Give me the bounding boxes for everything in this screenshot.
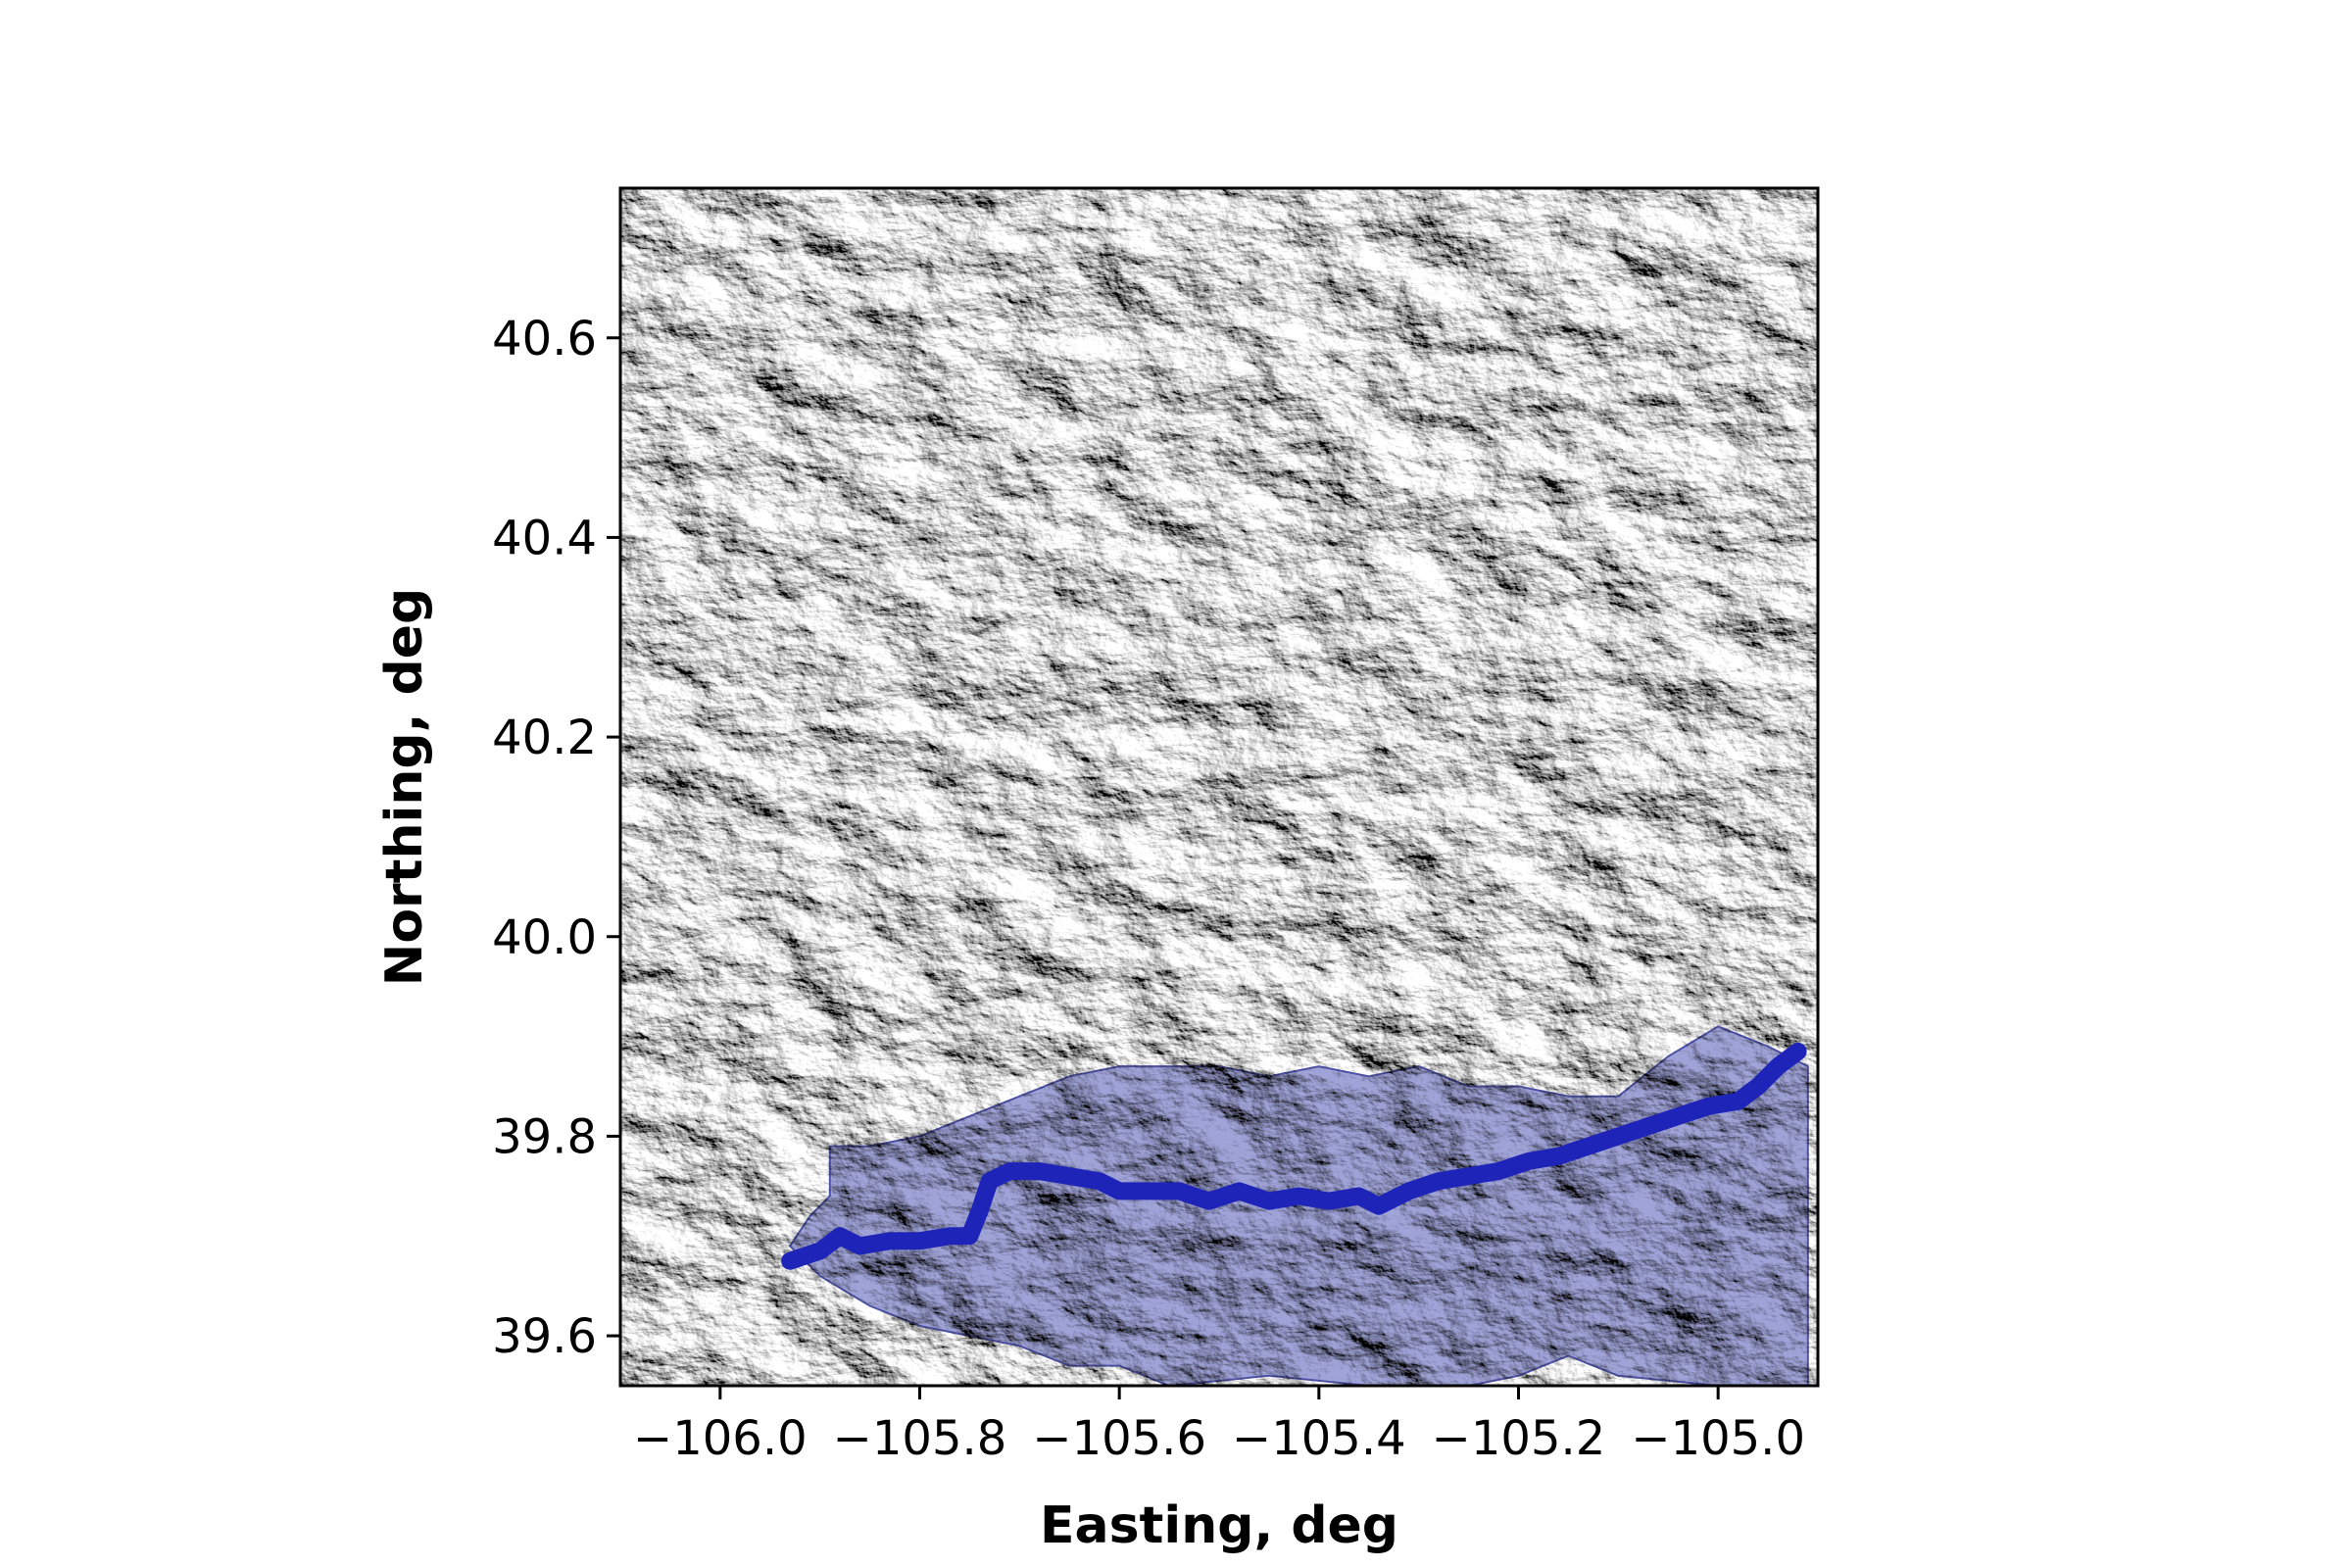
river-line: [781, 1042, 1807, 1270]
x-tick-label: −105.6: [1032, 1411, 1206, 1466]
y-tick-label: 40.2: [492, 710, 597, 765]
x-tick-label: −105.8: [833, 1411, 1007, 1466]
y-axis-label: Northing, deg: [375, 588, 434, 986]
x-axis-label: Easting, deg: [1040, 1496, 1398, 1555]
y-tick-label: 39.8: [492, 1109, 597, 1164]
y-tick-label: 40.0: [492, 910, 597, 965]
watershed-polygon: [788, 1025, 1809, 1386]
x-tick-label: −106.0: [633, 1411, 808, 1466]
x-tick-label: −105.0: [1631, 1411, 1805, 1466]
x-tick-label: −105.2: [1432, 1411, 1606, 1466]
x-tick-label: −105.4: [1232, 1411, 1406, 1466]
x-axis-ticks: −106.0 −105.8 −105.6 −105.4 −105.2 −105.0: [633, 1386, 1805, 1466]
plot-frame: [618, 186, 1820, 1388]
y-tick-label: 39.6: [492, 1309, 597, 1364]
y-tick-label: 40.4: [492, 511, 597, 565]
plot-area: [620, 188, 1818, 1386]
y-axis-ticks: 39.6 39.8 40.0 40.2 40.4 40.6: [492, 312, 620, 1364]
y-tick-label: 40.6: [492, 312, 597, 367]
